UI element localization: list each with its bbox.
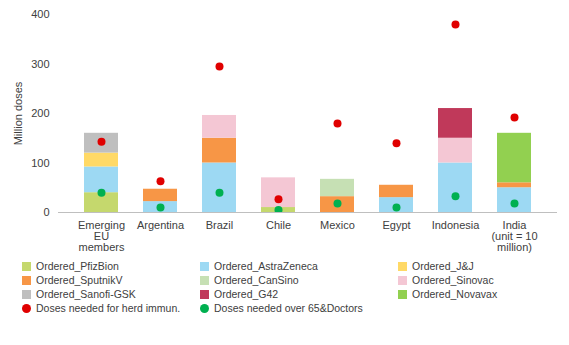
html-text:Ordered_SputnikV: Ordered_SputnikV [36, 274, 123, 286]
html-text:Doses needed for herd immun.: Doses needed for herd immun. [36, 302, 181, 314]
svg-text:Chile: Chile [266, 219, 291, 231]
html-text:Ordered_Sanofi-GSK: Ordered_Sanofi-GSK [36, 288, 136, 300]
svg-text:Egypt: Egypt [382, 219, 410, 231]
html-text:Ordered_Novavax: Ordered_Novavax [412, 288, 498, 300]
html-text:Ordered_G42: Ordered_G42 [214, 288, 279, 300]
svg-text:Million doses: Million doses [12, 81, 24, 145]
svg-text:India(unit = 10million): India(unit = 10million) [491, 219, 537, 253]
svg-text:100: 100 [31, 157, 49, 169]
svg-text:Brazil: Brazil [206, 219, 234, 231]
html-text:Ordered_AstraZeneca: Ordered_AstraZeneca [214, 260, 318, 272]
svg-text:Argentina: Argentina [137, 219, 185, 231]
svg-text:200: 200 [31, 107, 49, 119]
html-text:Ordered_CanSino: Ordered_CanSino [214, 274, 299, 286]
svg-text:300: 300 [31, 58, 49, 70]
svg-text:400: 400 [31, 8, 49, 20]
html-text:Ordered_PfizBion: Ordered_PfizBion [36, 260, 119, 272]
svg-text:EmergingEUmembers: EmergingEUmembers [78, 219, 125, 253]
html-text:Doses needed over 65&Doctors: Doses needed over 65&Doctors [214, 302, 363, 314]
svg-text:0: 0 [43, 206, 49, 218]
html-text:Ordered_J&J: Ordered_J&J [412, 260, 474, 272]
svg-text:Indonesia: Indonesia [432, 219, 481, 231]
svg-text:Mexico: Mexico [320, 219, 355, 231]
html-text:Ordered_Sinovac: Ordered_Sinovac [412, 274, 494, 286]
